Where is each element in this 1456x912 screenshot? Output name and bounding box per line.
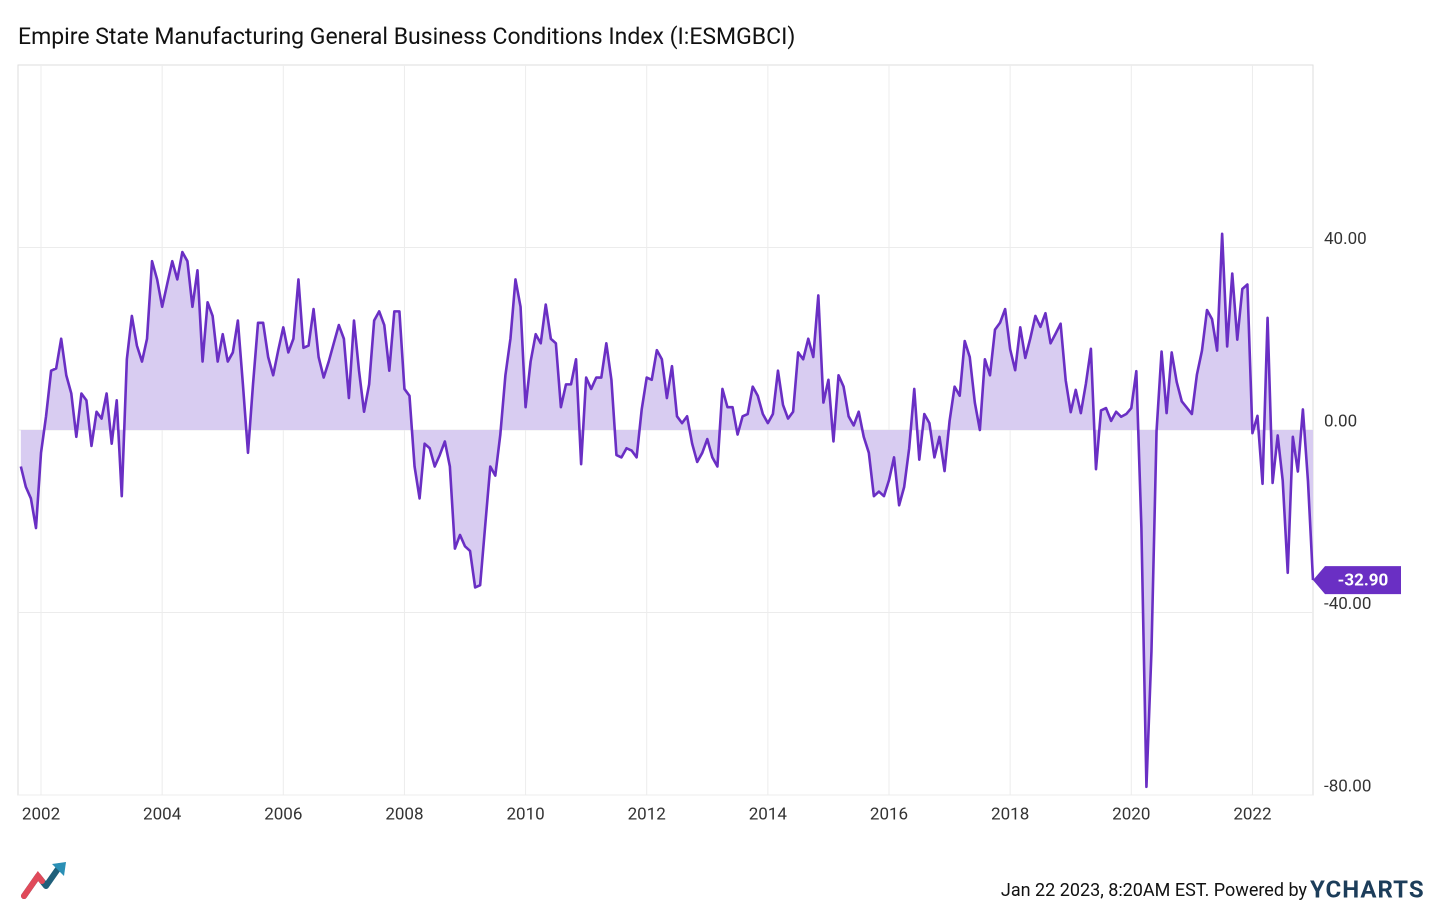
x-tick-label: 2004 xyxy=(143,804,182,824)
y-tick-label: 0.00 xyxy=(1324,411,1357,431)
chart-title: Empire State Manufacturing General Busin… xyxy=(18,23,795,50)
logo xyxy=(21,862,66,899)
brand: YCHARTS xyxy=(1310,875,1425,903)
x-tick-label: 2002 xyxy=(22,804,60,824)
data-line xyxy=(19,232,1315,789)
x-tick-label: 2010 xyxy=(506,804,544,824)
y-tick-label: -80.00 xyxy=(1324,776,1371,796)
area-fill xyxy=(20,233,1314,787)
x-tick-label: 2014 xyxy=(749,804,788,824)
x-tick-label: 2020 xyxy=(1112,804,1150,824)
x-tick-label: 2006 xyxy=(264,804,302,824)
end-value-badge-shape xyxy=(1313,566,1401,595)
x-tick-label: 2008 xyxy=(385,804,423,824)
timestamp: Jan 22 2023, 8:20AM EST. Powered by xyxy=(1001,880,1308,901)
y-tick-label: 40.00 xyxy=(1324,229,1367,249)
y-tick-label: -40.00 xyxy=(1324,594,1371,614)
end-value-label: -32.90 xyxy=(1338,571,1389,591)
x-tick-label: 2018 xyxy=(991,804,1029,824)
x-tick-label: 2016 xyxy=(870,804,908,824)
x-tick-label: 2012 xyxy=(628,804,666,824)
x-tick-label: 2022 xyxy=(1233,804,1271,824)
end-value-badge: -32.90 xyxy=(1313,566,1401,595)
